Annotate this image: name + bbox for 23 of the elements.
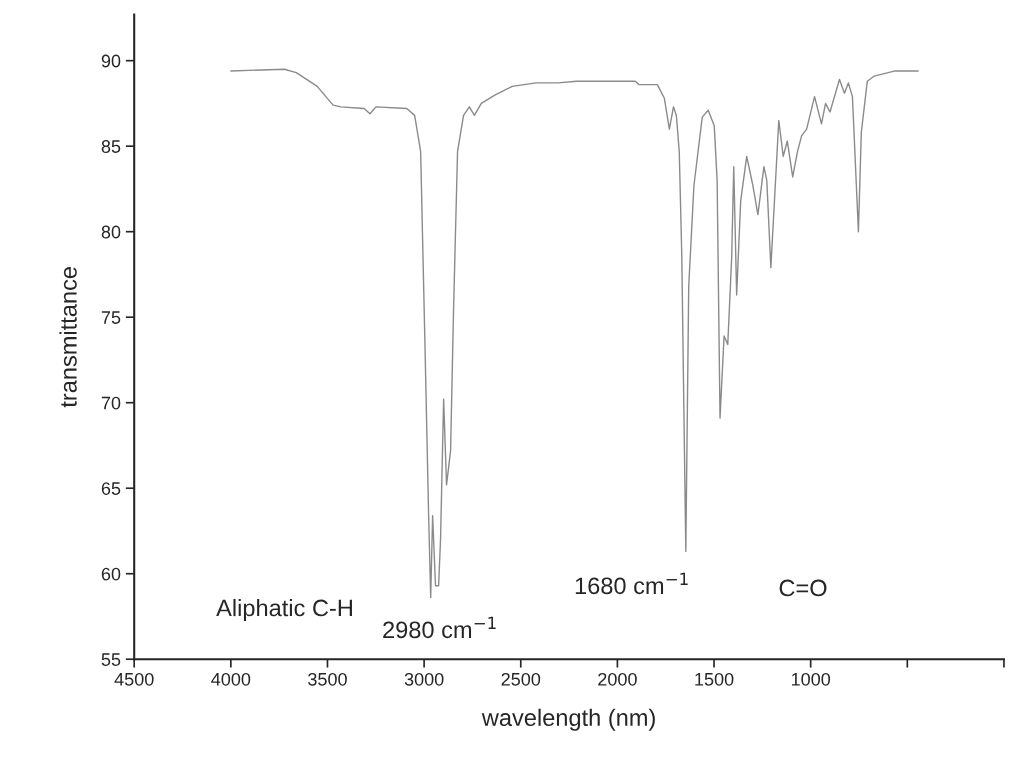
x-tick-label: 3500 (308, 672, 347, 686)
line-series (230, 68, 919, 599)
x-tick-label: 1000 (791, 672, 831, 686)
x-tick-label: 1500 (695, 672, 734, 686)
y-axis-title: transmittance (59, 267, 77, 408)
x-axis-title: wavelength (nm) (481, 708, 655, 731)
y-tick-label: 65 (101, 482, 121, 495)
annotation: Aliphatic C-H (216, 598, 352, 622)
annotation: C=O (779, 579, 827, 597)
y-tick-label: 60 (101, 567, 121, 581)
annotation: 1680 cm$^{−1}$ (575, 572, 688, 595)
y-tick-label: 85 (101, 140, 121, 153)
x-tick-label: 2000 (598, 672, 637, 686)
y-tick-label: 70 (101, 396, 121, 410)
annotation: 2980 cm$^{−1}$ (383, 616, 496, 639)
x-tick-label: 3000 (404, 672, 444, 686)
y-tick-label: 75 (101, 311, 121, 324)
x-tick-label: 4500 (114, 672, 154, 686)
x-tick-label: 2500 (501, 672, 541, 686)
y-tick-label: 80 (101, 225, 121, 239)
y-tick-label: 55 (101, 653, 121, 666)
y-tick-label: 90 (101, 54, 121, 68)
x-tick-label: 4000 (211, 672, 251, 686)
